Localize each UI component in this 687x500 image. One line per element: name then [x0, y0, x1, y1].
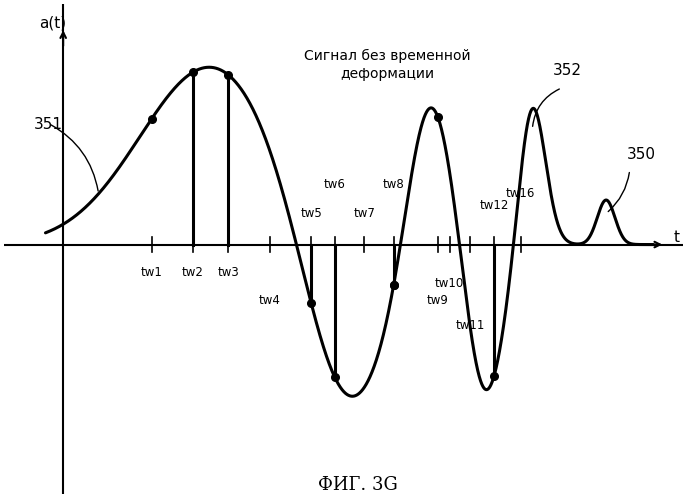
- Text: 351: 351: [34, 117, 63, 132]
- Text: tw5: tw5: [300, 206, 322, 220]
- Text: tw11: tw11: [455, 320, 485, 332]
- Text: tw10: tw10: [435, 276, 464, 289]
- Text: tw7: tw7: [353, 206, 375, 220]
- Text: tw12: tw12: [480, 200, 508, 212]
- Text: tw2: tw2: [182, 266, 204, 279]
- Text: tw4: tw4: [259, 294, 281, 308]
- Text: tw9: tw9: [427, 294, 449, 308]
- Text: a(t): a(t): [39, 16, 66, 31]
- Text: 350: 350: [627, 147, 656, 162]
- Text: tw6: tw6: [324, 178, 346, 191]
- Text: t: t: [674, 230, 680, 245]
- Text: Сигнал без временной
деформации: Сигнал без временной деформации: [304, 48, 471, 81]
- Text: tw3: tw3: [218, 266, 239, 279]
- Text: 352: 352: [553, 64, 582, 78]
- Text: ФИГ. 3G: ФИГ. 3G: [318, 476, 398, 494]
- Text: tw8: tw8: [383, 178, 405, 191]
- Text: tw16: tw16: [506, 187, 535, 200]
- Text: tw1: tw1: [141, 266, 163, 279]
